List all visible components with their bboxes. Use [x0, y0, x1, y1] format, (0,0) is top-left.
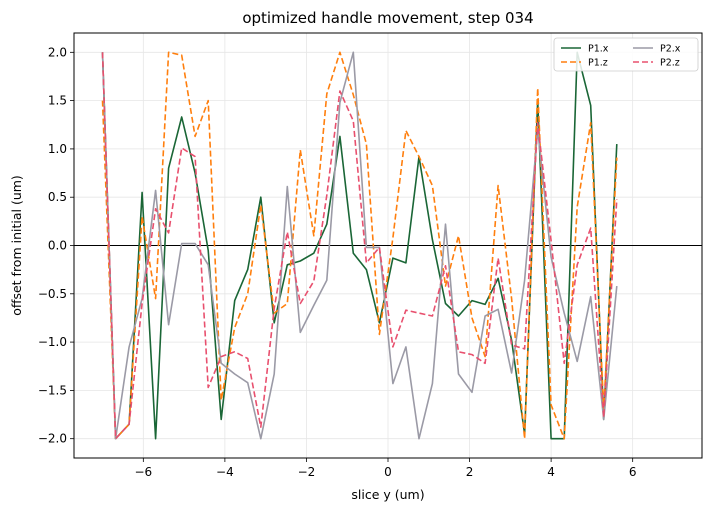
- y-tick-label: 0.0: [48, 239, 67, 253]
- x-tick-label: −6: [134, 465, 152, 479]
- legend-label: P2.z: [660, 58, 680, 69]
- x-tick-label: 0: [384, 465, 392, 479]
- x-tick-label: −2: [298, 465, 316, 479]
- x-tick-label: −4: [216, 465, 234, 479]
- y-tick-label: 2.0: [48, 45, 67, 59]
- y-axis-ticks: −2.0 −1.5 −1.0 −0.5 0.0 0.5 1.0 1.5 2.0: [38, 45, 74, 446]
- series-line-p2-x: [101, 51, 618, 440]
- x-axis-ticks: −6 −4 −2 0 2 4 6: [134, 458, 636, 479]
- series-line-p1-z: [101, 51, 618, 440]
- y-tick-label: −2.0: [38, 432, 67, 446]
- x-tick-label: 6: [629, 465, 637, 479]
- legend-label: P2.x: [660, 44, 681, 55]
- x-tick-label: 4: [547, 465, 555, 479]
- y-axis-label: offset from initial (um): [9, 175, 24, 316]
- legend-label: P1.z: [588, 58, 608, 69]
- y-tick-label: −0.5: [38, 287, 67, 301]
- x-axis-label: slice y (um): [351, 487, 424, 502]
- series-layer: [101, 51, 618, 440]
- chart-title: optimized handle movement, step 034: [242, 9, 533, 27]
- y-tick-label: −1.0: [38, 335, 67, 349]
- series-line-p1-x: [101, 51, 618, 440]
- y-tick-label: 1.0: [48, 142, 67, 156]
- y-tick-label: 1.5: [48, 94, 67, 108]
- y-tick-label: −1.5: [38, 383, 67, 397]
- x-tick-label: 2: [466, 465, 474, 479]
- legend-label: P1.x: [588, 44, 609, 55]
- legend: P1.x P1.z P2.x P2.z: [553, 37, 699, 72]
- y-tick-label: 0.5: [48, 190, 67, 204]
- legend-box: [553, 37, 699, 72]
